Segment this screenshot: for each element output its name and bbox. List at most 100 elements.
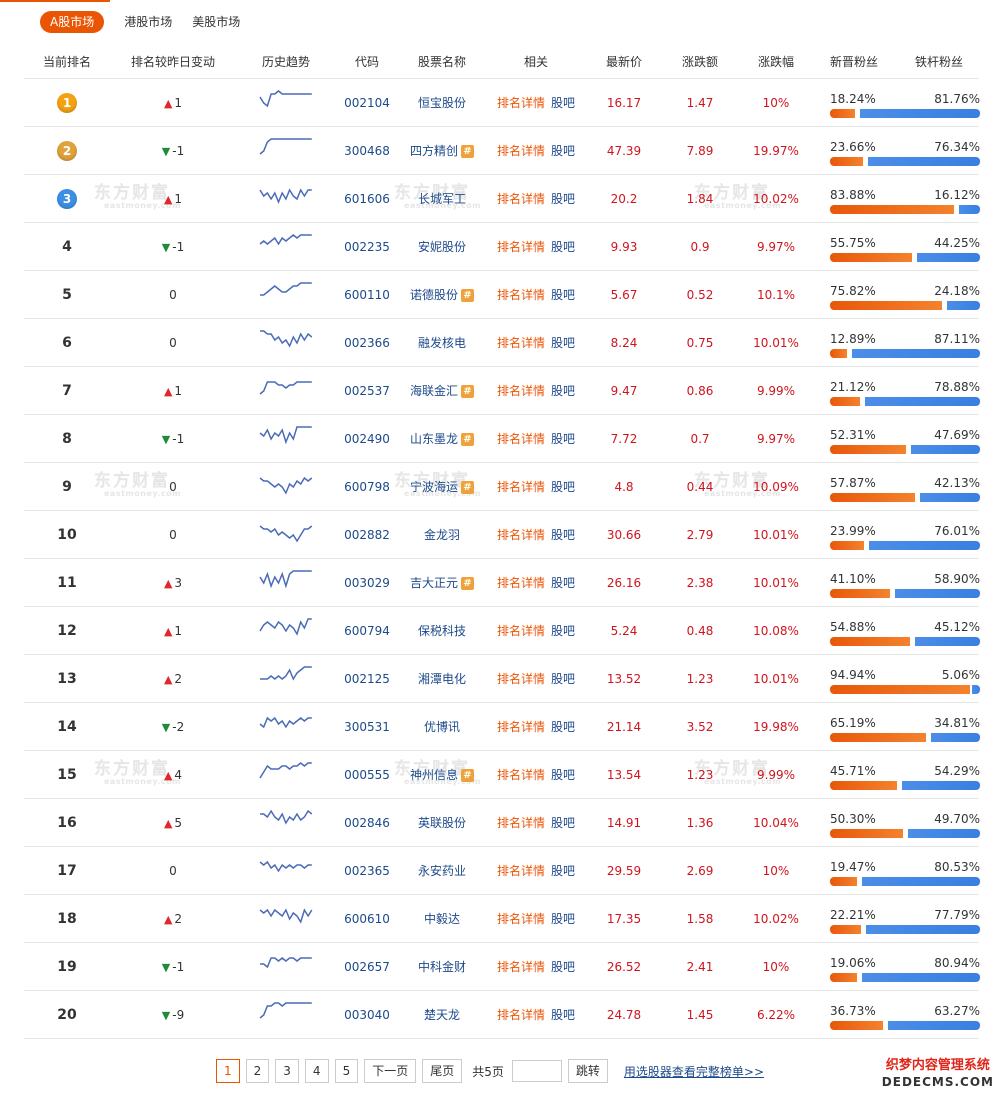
stock-name-cell: 湘潭电化 bbox=[398, 654, 486, 703]
page-4-button[interactable]: 4 bbox=[304, 1059, 329, 1083]
stock-bar-link[interactable]: 股吧 bbox=[551, 816, 576, 830]
guba-hash-icon[interactable]: # bbox=[461, 577, 474, 590]
next-page-button[interactable]: 下一页 bbox=[364, 1059, 417, 1083]
stock-bar-link[interactable]: 股吧 bbox=[551, 960, 576, 974]
rank-detail-link[interactable]: 排名详情 bbox=[496, 960, 545, 974]
fans-cell: 41.10% 58.90% bbox=[814, 558, 980, 607]
stock-name[interactable]: 楚天龙 bbox=[423, 1008, 460, 1022]
stock-bar-link[interactable]: 股吧 bbox=[551, 336, 576, 350]
trend-line bbox=[259, 762, 312, 779]
page-1-button[interactable]: 1 bbox=[216, 1059, 240, 1083]
rank-detail-link[interactable]: 排名详情 bbox=[496, 144, 545, 158]
guba-hash-icon[interactable]: # bbox=[461, 145, 474, 158]
stock-name[interactable]: 四方精创 bbox=[409, 144, 458, 158]
stock-bar-link[interactable]: 股吧 bbox=[551, 672, 576, 686]
stock-bar-link[interactable]: 股吧 bbox=[551, 768, 576, 782]
stock-name[interactable]: 山东墨龙 bbox=[409, 432, 458, 446]
stock-bar-link[interactable]: 股吧 bbox=[551, 912, 576, 926]
rank-detail-link[interactable]: 排名详情 bbox=[496, 864, 545, 878]
jump-button[interactable]: 跳转 bbox=[567, 1059, 608, 1083]
tab-a-share[interactable]: A股市场 bbox=[40, 11, 105, 33]
stock-bar-link[interactable]: 股吧 bbox=[551, 576, 576, 590]
rank-detail-link[interactable]: 排名详情 bbox=[496, 1008, 545, 1022]
stock-name[interactable]: 永安药业 bbox=[417, 864, 466, 878]
rank-cell: 13 bbox=[24, 654, 110, 703]
stock-name[interactable]: 吉大正元 bbox=[409, 576, 458, 590]
page-5-button[interactable]: 5 bbox=[334, 1059, 359, 1083]
stock-bar-link[interactable]: 股吧 bbox=[551, 720, 576, 734]
stock-bar-link[interactable]: 股吧 bbox=[551, 528, 576, 542]
guba-hash-icon[interactable]: # bbox=[461, 769, 474, 782]
trend-cell bbox=[236, 414, 336, 463]
fans-bar bbox=[830, 636, 980, 646]
rank-detail-link[interactable]: 排名详情 bbox=[496, 672, 545, 686]
stock-name[interactable]: 神州信息 bbox=[409, 768, 458, 782]
rank-detail-link[interactable]: 排名详情 bbox=[496, 624, 545, 638]
stock-bar-link[interactable]: 股吧 bbox=[551, 240, 576, 254]
stock-name[interactable]: 海联金汇 bbox=[409, 384, 458, 398]
new-fans-pct: 57.87% bbox=[830, 475, 876, 490]
stock-bar-link[interactable]: 股吧 bbox=[551, 624, 576, 638]
stock-bar-link[interactable]: 股吧 bbox=[551, 144, 576, 158]
stock-name[interactable]: 恒宝股份 bbox=[417, 96, 466, 110]
change-pct: 10.02% bbox=[738, 174, 814, 223]
stock-bar-link[interactable]: 股吧 bbox=[551, 384, 576, 398]
arrow-up-icon: ▲ bbox=[163, 912, 173, 926]
rank-detail-link[interactable]: 排名详情 bbox=[496, 192, 545, 206]
stock-code: 002657 bbox=[336, 942, 398, 991]
guba-hash-icon[interactable]: # bbox=[461, 385, 474, 398]
trend-line bbox=[259, 525, 313, 543]
stock-bar-link[interactable]: 股吧 bbox=[551, 96, 576, 110]
rank-detail-link[interactable]: 排名详情 bbox=[496, 720, 545, 734]
guba-hash-icon[interactable]: # bbox=[461, 481, 474, 494]
stock-name[interactable]: 宁波海运 bbox=[409, 480, 458, 494]
stock-name[interactable]: 中科金财 bbox=[417, 960, 466, 974]
stock-name[interactable]: 优博讯 bbox=[423, 720, 460, 734]
tab-us-share[interactable]: 美股市场 bbox=[192, 15, 241, 29]
stock-name[interactable]: 英联股份 bbox=[417, 816, 466, 830]
rank-detail-link[interactable]: 排名详情 bbox=[496, 768, 545, 782]
full-ranking-link[interactable]: 用选股器查看完整榜单>> bbox=[623, 1064, 765, 1079]
new-fans-bar bbox=[830, 492, 915, 502]
stock-name[interactable]: 中毅达 bbox=[423, 912, 460, 926]
tab-hk-share[interactable]: 港股市场 bbox=[124, 15, 173, 29]
top-accent-line bbox=[0, 0, 110, 2]
rank-detail-link[interactable]: 排名详情 bbox=[496, 384, 545, 398]
rank-detail-link[interactable]: 排名详情 bbox=[496, 912, 545, 926]
rank-detail-link[interactable]: 排名详情 bbox=[496, 816, 545, 830]
page-2-button[interactable]: 2 bbox=[245, 1059, 270, 1083]
stock-name[interactable]: 保税科技 bbox=[417, 624, 466, 638]
rank-detail-link[interactable]: 排名详情 bbox=[496, 432, 545, 446]
rank-detail-link[interactable]: 排名详情 bbox=[496, 240, 545, 254]
stock-bar-link[interactable]: 股吧 bbox=[551, 192, 576, 206]
rank-change-value: 4 bbox=[174, 767, 183, 782]
stock-bar-link[interactable]: 股吧 bbox=[551, 288, 576, 302]
last-page-button[interactable]: 尾页 bbox=[422, 1059, 463, 1083]
stock-name[interactable]: 长城军工 bbox=[417, 192, 466, 206]
stock-bar-link[interactable]: 股吧 bbox=[551, 432, 576, 446]
stock-name[interactable]: 融发核电 bbox=[417, 336, 466, 350]
rank-detail-link[interactable]: 排名详情 bbox=[496, 480, 545, 494]
stock-name[interactable]: 湘潭电化 bbox=[417, 672, 466, 686]
rank-detail-link[interactable]: 排名详情 bbox=[496, 288, 545, 302]
page-3-button[interactable]: 3 bbox=[275, 1059, 299, 1083]
rank-change-cell: ▲ 1 bbox=[110, 606, 236, 655]
arrow-up-icon: ▲ bbox=[163, 672, 173, 686]
guba-hash-icon[interactable]: # bbox=[461, 433, 474, 446]
change-pct: 9.99% bbox=[738, 366, 814, 415]
rank-detail-link[interactable]: 排名详情 bbox=[496, 528, 545, 542]
fans-ratio: 57.87% 42.13% bbox=[830, 472, 980, 502]
stock-bar-link[interactable]: 股吧 bbox=[551, 480, 576, 494]
stock-name[interactable]: 金龙羽 bbox=[423, 528, 460, 542]
stock-name[interactable]: 诺德股份 bbox=[409, 288, 458, 302]
stock-name[interactable]: 安妮股份 bbox=[417, 240, 466, 254]
stock-bar-link[interactable]: 股吧 bbox=[551, 1008, 576, 1022]
rank-detail-link[interactable]: 排名详情 bbox=[496, 576, 545, 590]
page-jump-input[interactable] bbox=[511, 1060, 562, 1082]
guba-hash-icon[interactable]: # bbox=[461, 289, 474, 302]
stock-bar-link[interactable]: 股吧 bbox=[551, 864, 576, 878]
col-price: 最新价 bbox=[586, 44, 662, 79]
fans-bar bbox=[830, 972, 980, 982]
rank-detail-link[interactable]: 排名详情 bbox=[496, 336, 545, 350]
rank-detail-link[interactable]: 排名详情 bbox=[496, 96, 545, 110]
